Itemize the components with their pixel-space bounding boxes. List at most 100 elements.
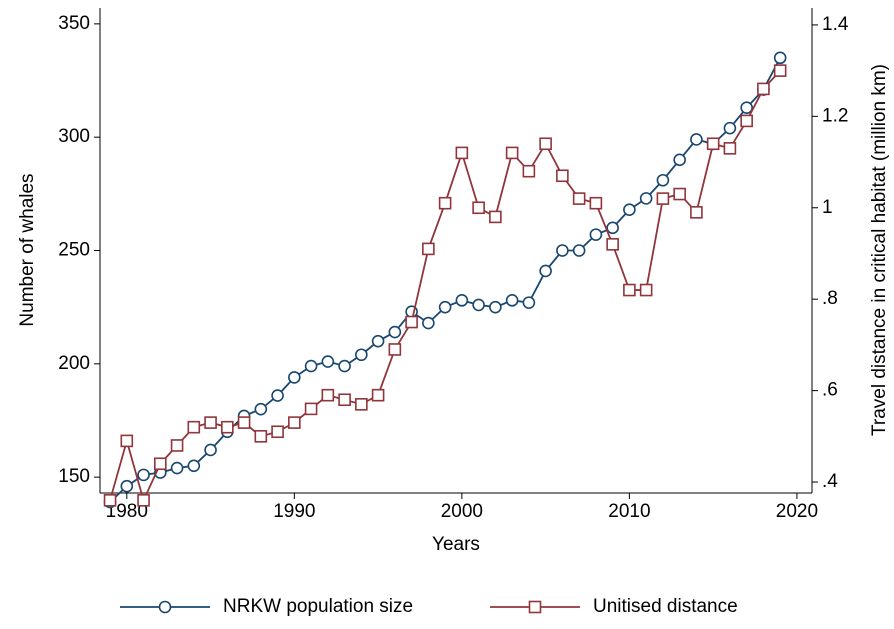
x-axis-title: Years (432, 534, 480, 555)
y-tick-label: 300 (58, 126, 90, 147)
point (556, 169, 569, 183)
point (371, 388, 385, 402)
x-tick-label: 2020 (776, 501, 818, 522)
point (472, 298, 485, 312)
point (321, 388, 335, 402)
point (690, 206, 703, 219)
point (740, 101, 753, 115)
point (505, 294, 519, 307)
point (154, 457, 167, 471)
y2-tick-label: 1.4 (822, 14, 849, 35)
y-tick-label: 150 (58, 466, 90, 487)
series-line (109, 57, 781, 503)
legend-marker (528, 600, 542, 614)
point (706, 137, 720, 151)
legend-label: Unitised distance (593, 596, 738, 617)
point (723, 121, 737, 135)
point (623, 203, 636, 217)
point (338, 359, 351, 373)
point (221, 420, 234, 434)
y-tick-label: 200 (58, 353, 90, 374)
y2-tick-label: 1 (822, 197, 833, 218)
y-tick-label: 350 (58, 13, 90, 34)
point (355, 398, 368, 411)
point (187, 420, 201, 434)
point (371, 334, 385, 348)
y2-tick-label: 1.2 (822, 105, 848, 126)
point (623, 283, 636, 297)
point (204, 443, 217, 457)
legend-marker (158, 600, 172, 614)
point (438, 196, 452, 210)
point (589, 196, 603, 210)
point (639, 192, 653, 205)
x-tick-label: 2000 (441, 501, 483, 522)
y2-axis-title: Travel distance in critical habitat (mil… (869, 64, 890, 436)
point (539, 264, 552, 278)
y2-tick-label: .6 (822, 380, 838, 401)
legend-label: NRKW population size (223, 596, 413, 617)
point (472, 201, 485, 215)
point (773, 64, 787, 77)
point (137, 494, 150, 507)
point (321, 355, 335, 368)
x-tick-label: 2010 (608, 501, 650, 522)
point (271, 389, 284, 402)
point (589, 228, 603, 241)
y-axis-title: Number of whales (17, 173, 38, 326)
point (254, 402, 268, 416)
point (455, 146, 469, 160)
point (422, 316, 435, 330)
point (572, 192, 586, 205)
point (103, 494, 117, 507)
point (723, 142, 737, 155)
point (690, 133, 703, 146)
y2-tick-label: .4 (822, 471, 838, 492)
point (539, 137, 552, 151)
point (673, 153, 686, 167)
point (656, 192, 670, 205)
point (120, 479, 134, 493)
point (673, 187, 686, 201)
point (338, 393, 351, 407)
point (656, 173, 670, 187)
point (455, 294, 469, 307)
point (522, 164, 536, 178)
point (422, 242, 435, 256)
point (606, 238, 619, 251)
point (271, 425, 284, 439)
point (254, 430, 268, 443)
point (556, 244, 569, 257)
point (388, 343, 402, 356)
point (522, 296, 536, 309)
point (288, 416, 301, 429)
y2-tick-label: .8 (822, 288, 838, 309)
point (120, 434, 134, 448)
y-tick-label: 250 (58, 240, 90, 261)
point (170, 461, 184, 475)
point (187, 459, 201, 473)
point (489, 210, 502, 224)
point (204, 416, 217, 429)
point (606, 221, 619, 235)
point (740, 114, 753, 128)
point (237, 416, 251, 429)
point (639, 283, 653, 297)
point (288, 371, 301, 384)
point (438, 300, 452, 314)
point (505, 146, 519, 160)
point (137, 468, 150, 482)
point (773, 51, 787, 65)
point (757, 82, 770, 96)
series-line (109, 70, 781, 503)
point (355, 348, 368, 362)
point (170, 439, 184, 452)
point (304, 359, 318, 373)
point (304, 402, 318, 416)
point (405, 315, 418, 329)
point (489, 300, 502, 314)
x-tick-label: 1990 (273, 501, 315, 522)
point (388, 325, 402, 339)
point (572, 244, 586, 257)
